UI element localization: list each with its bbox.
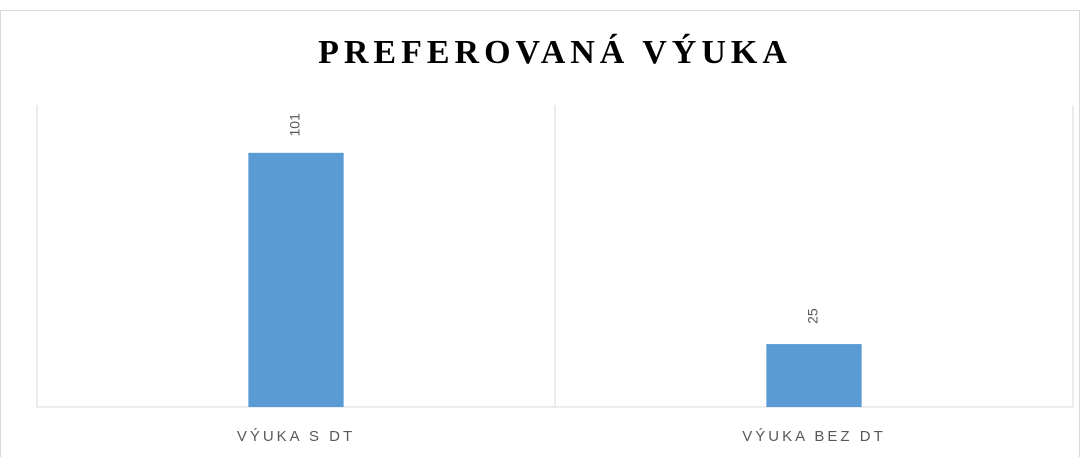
- chart-border: [0, 10, 1080, 457]
- data-label: 25: [805, 308, 821, 324]
- x-tick-label: VÝUKA BEZ DT: [742, 428, 886, 445]
- bar: [248, 152, 344, 407]
- chart-title: PREFEROVANÁ VÝUKA: [318, 34, 792, 71]
- x-tick-label: VÝUKA S DT: [237, 428, 355, 445]
- data-label: 101: [287, 113, 303, 137]
- bar: [766, 344, 862, 407]
